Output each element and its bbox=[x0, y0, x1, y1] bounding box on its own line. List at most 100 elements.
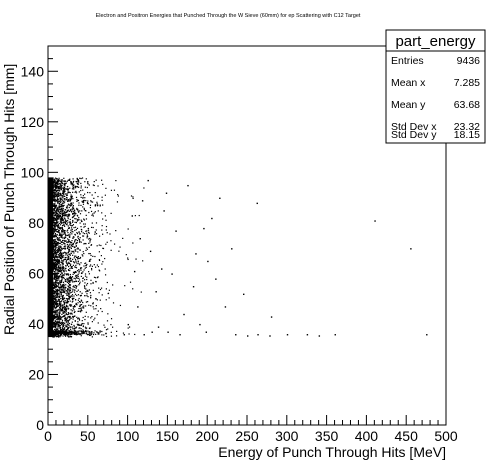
data-point bbox=[54, 273, 56, 275]
data-point bbox=[74, 191, 76, 193]
data-point bbox=[52, 252, 54, 254]
data-point bbox=[63, 212, 65, 214]
data-point bbox=[78, 269, 80, 271]
data-point bbox=[55, 269, 57, 271]
data-point bbox=[86, 293, 88, 295]
data-point bbox=[62, 202, 64, 204]
data-point bbox=[69, 289, 71, 291]
data-point bbox=[54, 285, 56, 287]
data-point bbox=[82, 332, 84, 334]
data-point bbox=[55, 329, 57, 332]
data-point bbox=[75, 280, 78, 283]
data-point bbox=[57, 285, 59, 287]
data-point bbox=[86, 263, 88, 266]
data-point bbox=[58, 267, 60, 269]
data-point bbox=[68, 248, 71, 251]
data-point bbox=[71, 276, 74, 278]
data-point bbox=[58, 275, 60, 278]
data-point bbox=[54, 247, 56, 249]
data-point bbox=[101, 310, 103, 313]
data-point bbox=[57, 317, 59, 319]
data-point bbox=[69, 192, 71, 194]
data-point bbox=[66, 300, 68, 302]
data-point bbox=[110, 335, 113, 337]
data-point bbox=[137, 306, 139, 308]
data-point bbox=[61, 286, 63, 288]
data-point bbox=[52, 220, 54, 222]
data-point bbox=[54, 262, 56, 264]
data-point bbox=[55, 302, 57, 305]
data-point bbox=[55, 299, 57, 301]
data-point bbox=[69, 318, 71, 321]
data-point bbox=[72, 213, 74, 215]
data-point bbox=[75, 285, 78, 288]
data-point bbox=[65, 193, 67, 195]
data-point bbox=[62, 192, 64, 194]
data-point bbox=[63, 186, 65, 188]
data-point bbox=[69, 284, 71, 286]
data-point bbox=[58, 325, 60, 328]
data-point bbox=[63, 289, 65, 291]
data-point bbox=[61, 274, 64, 276]
data-point bbox=[57, 187, 60, 189]
data-point bbox=[59, 250, 61, 252]
data-point bbox=[59, 186, 61, 188]
data-point bbox=[53, 239, 55, 241]
data-point bbox=[61, 298, 64, 301]
data-point bbox=[64, 318, 66, 320]
data-point bbox=[70, 229, 72, 231]
data-point bbox=[55, 335, 57, 337]
data-point bbox=[100, 307, 102, 310]
data-point bbox=[56, 317, 58, 319]
data-point bbox=[59, 248, 61, 250]
data-point bbox=[54, 178, 56, 180]
data-point bbox=[66, 274, 68, 276]
data-point bbox=[53, 264, 55, 266]
data-point bbox=[80, 269, 82, 271]
data-point bbox=[78, 277, 80, 279]
data-point bbox=[55, 235, 58, 238]
data-point bbox=[82, 235, 84, 237]
data-point bbox=[54, 286, 56, 288]
data-point bbox=[72, 221, 74, 223]
data-point bbox=[71, 183, 73, 185]
data-point bbox=[56, 268, 58, 270]
data-point bbox=[82, 201, 85, 203]
data-point bbox=[116, 201, 119, 203]
data-point bbox=[63, 189, 65, 191]
data-point bbox=[62, 241, 64, 243]
data-point bbox=[63, 223, 65, 226]
data-point bbox=[78, 279, 81, 281]
data-point bbox=[91, 315, 93, 318]
data-point bbox=[56, 282, 58, 284]
data-point bbox=[87, 330, 89, 332]
data-point bbox=[66, 321, 68, 323]
data-point bbox=[69, 331, 71, 333]
data-point bbox=[68, 285, 70, 288]
data-point bbox=[71, 297, 73, 299]
data-point bbox=[78, 257, 80, 260]
data-point bbox=[53, 208, 55, 210]
data-point bbox=[67, 293, 69, 295]
data-point bbox=[62, 281, 65, 283]
data-point bbox=[68, 298, 70, 300]
data-point bbox=[63, 305, 65, 307]
data-point bbox=[79, 301, 81, 303]
data-point bbox=[70, 183, 72, 185]
data-point bbox=[52, 312, 54, 314]
data-point bbox=[69, 276, 71, 279]
data-point bbox=[60, 322, 62, 324]
data-point bbox=[179, 334, 181, 336]
data-point bbox=[63, 180, 65, 182]
data-point bbox=[70, 304, 72, 306]
data-point bbox=[67, 185, 69, 188]
data-point bbox=[63, 190, 66, 193]
data-point bbox=[72, 182, 74, 184]
data-point bbox=[195, 253, 197, 255]
data-point bbox=[78, 284, 80, 286]
data-point bbox=[73, 226, 75, 229]
data-point bbox=[96, 331, 98, 333]
data-point bbox=[55, 299, 57, 302]
data-point bbox=[60, 220, 62, 222]
data-point bbox=[63, 291, 65, 293]
